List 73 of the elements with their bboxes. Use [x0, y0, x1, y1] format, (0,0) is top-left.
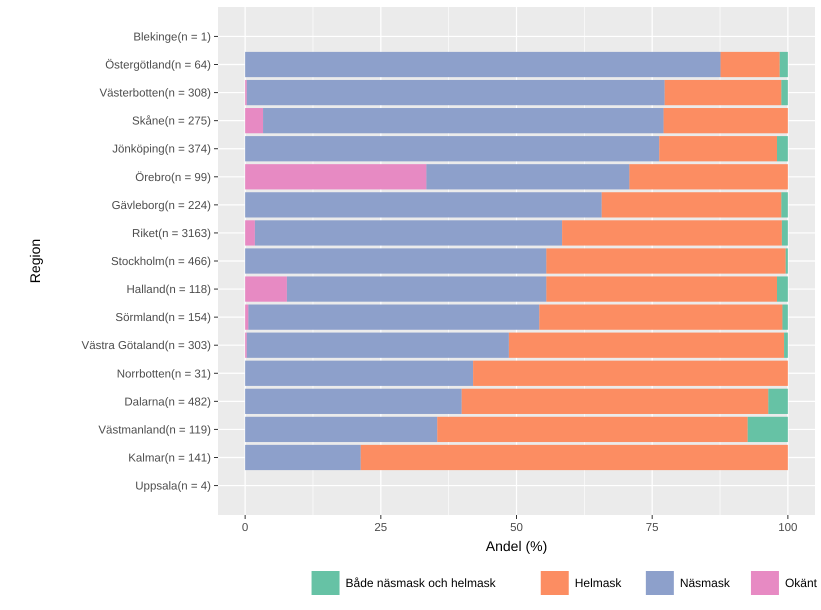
bar	[245, 108, 264, 134]
bar	[245, 304, 248, 330]
y-tick-label: Västmanland(n = 119)	[98, 424, 212, 436]
bar	[245, 136, 660, 162]
bar	[245, 388, 462, 414]
x-tick-label: 0	[242, 522, 248, 534]
bar	[462, 388, 768, 414]
bar	[246, 80, 665, 106]
y-tick-label: Kalmar(n = 141)	[128, 452, 212, 464]
bar	[562, 220, 782, 246]
y-tick-label: Stockholm(n = 466)	[110, 256, 212, 268]
y-tick-label: Uppsala(n = 4)	[135, 480, 212, 493]
bar	[286, 276, 546, 302]
y-tick-label: Dalarna(n = 482)	[124, 396, 212, 408]
bar	[248, 304, 540, 330]
bar	[777, 276, 788, 302]
bar	[245, 416, 438, 442]
legend-label: Näsmask	[680, 576, 731, 590]
y-tick-label: Norrbotten(n = 31)	[116, 368, 212, 380]
bar	[777, 136, 788, 162]
y-tick-label: Örebro(n = 99)	[135, 170, 212, 184]
y-tick-label: Västerbotten(n = 308)	[99, 88, 212, 100]
y-tick-label: Östergötland(n = 64)	[105, 58, 212, 72]
bar	[546, 248, 786, 274]
bar	[245, 276, 287, 302]
legend-label: Både näsmask och helmask	[346, 576, 497, 590]
bar	[784, 332, 788, 358]
bar	[254, 220, 562, 246]
y-tick-label: Blekinge(n = 1)	[133, 31, 212, 44]
bar	[508, 332, 784, 358]
bar	[659, 136, 778, 162]
y-tick-label: Sörmland(n = 154)	[115, 312, 212, 324]
bar	[782, 304, 788, 330]
bar	[546, 276, 778, 302]
bar	[664, 108, 788, 134]
bar	[781, 80, 788, 106]
bar	[245, 164, 426, 190]
y-tick-label: Riket(n = 3163)	[132, 228, 212, 240]
bar	[664, 80, 782, 106]
bar	[245, 220, 255, 246]
bar	[748, 416, 788, 442]
bar	[245, 444, 361, 470]
legend-label: Helmask	[574, 576, 622, 590]
bar	[426, 164, 630, 190]
x-tick-label: 75	[646, 522, 659, 534]
bar	[782, 220, 788, 246]
bar	[602, 192, 782, 218]
bar	[245, 192, 602, 218]
bar	[437, 416, 748, 442]
y-axis-title: Region	[27, 238, 43, 284]
bar	[245, 52, 721, 78]
x-axis-title: Andel (%)	[486, 538, 548, 554]
x-tick-label: 25	[374, 522, 388, 534]
legend-label: Okänt	[784, 576, 818, 590]
bar	[780, 52, 788, 78]
bar	[781, 192, 788, 218]
y-tick-label: Jönköping(n = 374)	[112, 144, 212, 156]
x-tick-label: 100	[778, 522, 798, 534]
y-tick-label: Halland(n = 118)	[126, 284, 212, 296]
bar	[629, 164, 788, 190]
x-tick-label: 50	[510, 522, 523, 534]
bar	[768, 388, 788, 414]
bar	[263, 108, 664, 134]
bar	[720, 52, 780, 78]
bar	[473, 360, 788, 386]
y-tick-label: Västra Götaland(n = 303)	[82, 340, 212, 352]
bar	[245, 360, 474, 386]
bar	[245, 248, 546, 274]
y-tick-label: Gävleborg(n = 224)	[112, 200, 212, 212]
bar	[246, 332, 509, 358]
y-tick-label: Skåne(n = 275)	[132, 114, 212, 128]
bar	[539, 304, 782, 330]
bar	[360, 444, 788, 470]
